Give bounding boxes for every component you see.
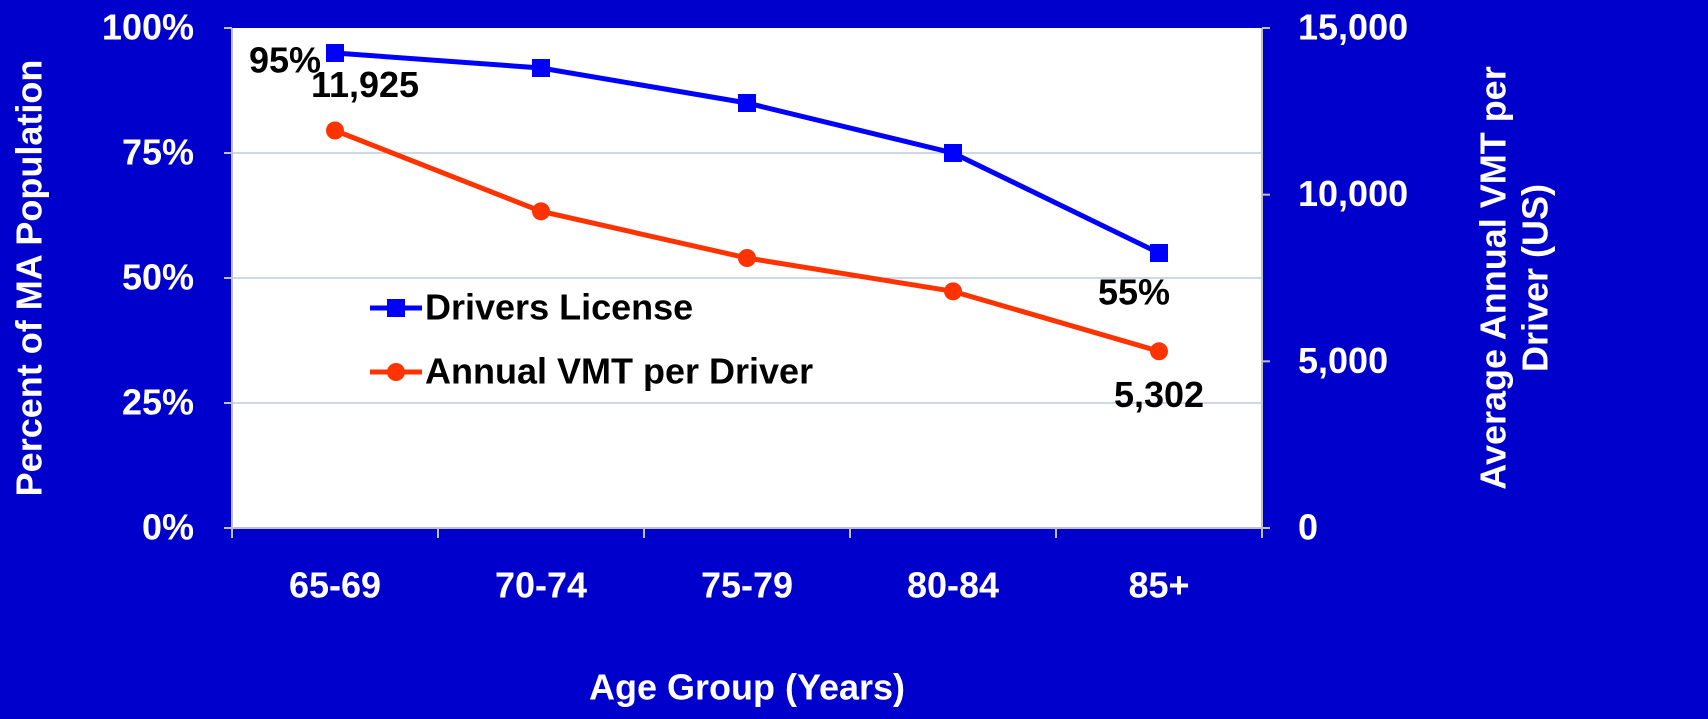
data-point <box>326 121 344 140</box>
data-point <box>532 59 550 77</box>
y2-tick-label: 5,000 <box>1298 340 1388 381</box>
x-tick-label: 85+ <box>1128 565 1189 606</box>
legend-marker <box>387 363 405 381</box>
y-tick-label: 0% <box>142 507 194 548</box>
y2-axis-label: Driver (US) <box>1515 184 1556 372</box>
y-tick-label: 100% <box>102 7 194 48</box>
legend-label: Drivers License <box>425 287 693 328</box>
x-tick-label: 65-69 <box>289 565 381 606</box>
data-point <box>326 44 344 62</box>
data-label: 5,302 <box>1114 374 1204 415</box>
y2-tick-label: 15,000 <box>1298 7 1408 48</box>
x-axis-label: Age Group (Years) <box>589 667 905 708</box>
data-point <box>1150 244 1168 262</box>
data-label: 95% <box>249 40 321 81</box>
data-label: 11,925 <box>311 64 419 105</box>
data-point <box>738 94 756 112</box>
legend-marker <box>387 299 405 317</box>
data-point <box>944 144 962 162</box>
x-tick-label: 75-79 <box>701 565 793 606</box>
y2-tick-label: 10,000 <box>1298 173 1408 214</box>
y-tick-label: 50% <box>122 257 194 298</box>
y-tick-label: 25% <box>122 382 194 423</box>
data-label: 55% <box>1098 272 1170 313</box>
y-axis-label: Percent of MA Population <box>9 60 50 497</box>
y2-axis-label: Average Annual VMT per <box>1473 66 1514 489</box>
x-tick-label: 80-84 <box>907 565 999 606</box>
x-tick-label: 70-74 <box>495 565 587 606</box>
y2-tick-label: 0 <box>1298 507 1318 548</box>
data-point <box>532 202 550 221</box>
data-point <box>1150 342 1168 361</box>
y-tick-label: 75% <box>122 132 194 173</box>
data-point <box>944 282 962 301</box>
data-point <box>738 249 756 267</box>
legend-label: Annual VMT per Driver <box>425 351 813 392</box>
